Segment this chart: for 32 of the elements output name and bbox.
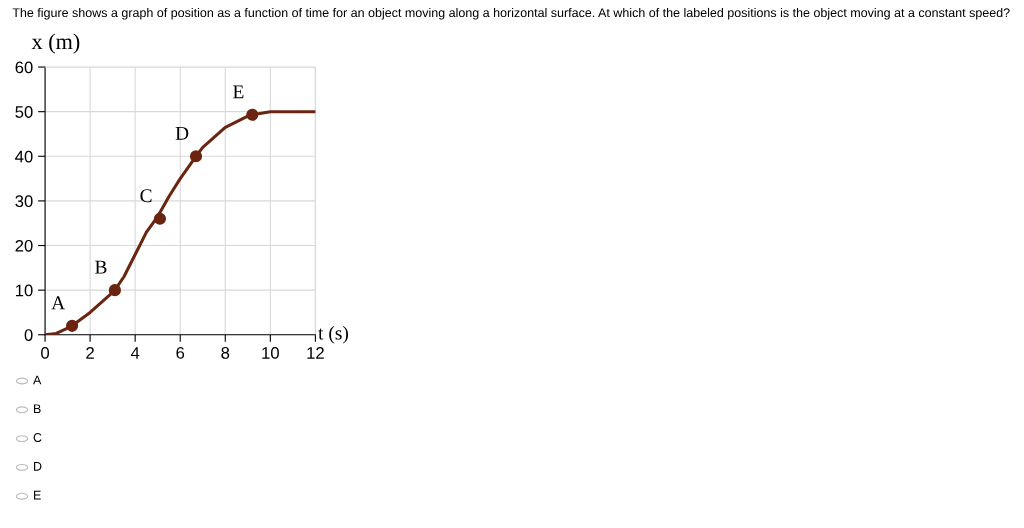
y-tick-label: 20 xyxy=(15,239,33,252)
text: D xyxy=(34,462,42,471)
text: E xyxy=(34,490,41,500)
x-tick-label: 12 xyxy=(307,347,324,359)
x-axis-title: t (s) xyxy=(318,325,349,344)
annotation: E xyxy=(233,85,244,99)
x-tick-label: 4 xyxy=(130,347,140,359)
text: B xyxy=(34,404,41,414)
x-tick-label: 6 xyxy=(176,347,185,359)
annotation: A xyxy=(51,296,66,310)
y-axis-title: x (m) xyxy=(31,33,80,54)
y-tick-label: 50 xyxy=(15,106,33,118)
y-tick-label: 0 xyxy=(24,329,33,341)
text: A xyxy=(33,375,42,385)
annotation: B xyxy=(95,260,107,274)
y-tick-label: 30 xyxy=(15,195,33,208)
point xyxy=(108,284,121,297)
y-tick-label: 40 xyxy=(15,150,33,163)
annotation: D xyxy=(175,126,189,140)
point xyxy=(246,108,259,121)
x-tick-label: 0 xyxy=(41,347,50,359)
y-tick-label: 60 xyxy=(15,61,33,74)
y-tick-label: 10 xyxy=(15,284,33,297)
text: The figure shows a graph of position as a function of time for an object moving along a horizontal surface. At which of the labeled positions is the object moving at a constant speed? xyxy=(12,7,1010,20)
point xyxy=(153,212,167,225)
x-tick-label: 10 xyxy=(262,347,279,359)
text: C xyxy=(33,433,42,442)
point xyxy=(189,150,203,163)
annotation: C xyxy=(140,189,152,203)
x-tick-label: 8 xyxy=(221,347,230,359)
x-tick-label: 2 xyxy=(86,347,94,359)
point xyxy=(66,319,79,332)
